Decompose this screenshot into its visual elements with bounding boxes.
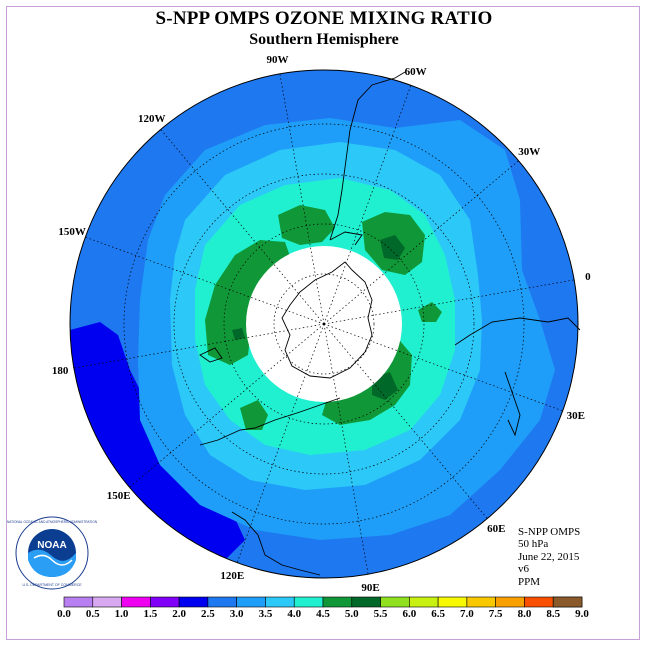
graticule (73, 73, 575, 575)
longitude-label: 120W (137, 112, 166, 125)
colorbar-segment (92, 596, 122, 608)
longitude-label: 120E (220, 569, 245, 582)
colorbar-segment (437, 596, 468, 608)
info-version: v6 (518, 563, 529, 576)
latitude-circle (123, 123, 525, 525)
page-title: S-NPP OMPS OZONE MIXING RATIO (155, 8, 493, 29)
latitude-circle (173, 173, 475, 475)
asia-coast (231, 511, 321, 576)
page-subtitle: Southern Hemisphere (249, 31, 399, 48)
longitude-label: 150W (58, 226, 86, 239)
madagascar-coast (504, 371, 521, 437)
longitude-label: 90W (266, 54, 289, 67)
ozone-contour-4-5-c (232, 328, 245, 340)
longitude-label: 180 (51, 364, 69, 377)
map-border (69, 69, 579, 579)
colorbar-segment (121, 596, 151, 608)
info-units: PPM (518, 575, 541, 588)
colorbar-segment (150, 596, 180, 608)
longitude-label: 60W (404, 66, 427, 79)
info-panel: S-NPP OMPS 50 hPa June 22, 2015 v6 PPM (518, 526, 580, 588)
colorbar-segment (322, 596, 353, 608)
info-instrument: S-NPP OMPS (518, 526, 581, 538)
antarctica-coast (281, 261, 373, 379)
colorbar-segment (495, 596, 525, 608)
info-level: 50 hPa (518, 538, 549, 551)
colorbar-segment (293, 596, 324, 608)
colorbar-segment (524, 596, 554, 608)
colorbar-segment (380, 596, 410, 608)
nz-coast (199, 347, 223, 363)
colorbar-segment (63, 596, 94, 608)
noaa-logo-ring-text: NATIONAL OCEANIC AND ATMOSPHERIC ADMINIS… (7, 520, 98, 524)
colorbar-segment (552, 596, 583, 608)
latitude-circle (223, 223, 425, 425)
colorbar-segment (466, 596, 496, 608)
longitude-label: 30E (566, 409, 585, 422)
longitude-label: 90E (361, 581, 380, 594)
coastlines (199, 71, 581, 576)
colorbar-segment (207, 596, 237, 608)
info-date: June 22, 2015 (518, 550, 580, 563)
africa-coast (454, 317, 581, 346)
colorbar-segment (265, 596, 295, 608)
longitude-label: 30W (518, 145, 541, 158)
south-america-coast (329, 71, 406, 246)
ozone-contour-4-5-a (380, 235, 405, 260)
colorbar-segment (236, 596, 266, 608)
australia-coast (199, 397, 341, 446)
colorbar (63, 596, 583, 608)
colorbar-segment (178, 596, 209, 608)
longitude-label: 60E (487, 523, 506, 536)
colorbar-segment (351, 596, 381, 608)
colorbar-segment (409, 596, 439, 608)
longitude-label: 0 (585, 271, 591, 284)
noaa-logo-text: NOAA (37, 540, 66, 551)
longitude-label: 150E (106, 490, 131, 503)
ozone-contour-4-0-e (240, 400, 268, 430)
latitude-circle (273, 273, 375, 375)
noaa-logo-bottom-text: U.S. DEPARTMENT OF COMMERCE (22, 583, 82, 587)
noaa-logo: NOAA NATIONAL OCEANIC AND ATMOSPHERIC AD… (7, 516, 98, 590)
page-frame (6, 6, 640, 640)
